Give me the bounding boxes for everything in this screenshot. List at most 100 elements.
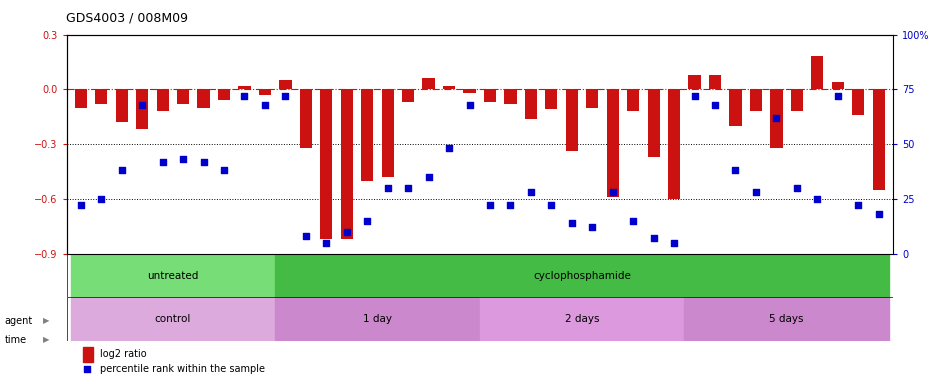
Bar [423, 78, 435, 89]
Point [73, 202, 88, 209]
Bar [136, 89, 148, 129]
Point [442, 146, 457, 152]
Bar [790, 89, 803, 111]
Bar [361, 89, 373, 180]
Point [237, 93, 252, 99]
Bar [648, 89, 660, 157]
Point [339, 228, 354, 235]
Bar [668, 89, 680, 199]
Text: agent: agent [5, 316, 33, 326]
Point [871, 211, 886, 217]
Text: percentile rank within the sample: percentile rank within the sample [100, 364, 264, 374]
Point [155, 159, 170, 165]
Bar [504, 89, 517, 104]
Text: ▶: ▶ [43, 335, 49, 344]
Text: 2 days: 2 days [565, 314, 599, 324]
Bar [709, 75, 721, 89]
Bar [811, 56, 824, 89]
Text: 1 day: 1 day [363, 314, 392, 324]
Bar [524, 89, 537, 119]
Point [543, 202, 559, 209]
Bar [443, 86, 455, 89]
Bar [66, 298, 893, 341]
Point [217, 167, 232, 174]
Bar [750, 89, 762, 111]
Bar [276, 298, 480, 341]
Point [830, 93, 846, 99]
Bar [238, 86, 251, 89]
Point [769, 115, 784, 121]
Point [584, 224, 599, 230]
Bar [480, 298, 684, 341]
Text: 5 days: 5 days [770, 314, 804, 324]
Point [708, 102, 723, 108]
Bar [689, 75, 701, 89]
Point [421, 174, 436, 180]
Text: GDS4003 / 008M09: GDS4003 / 008M09 [66, 12, 188, 25]
Point [401, 185, 416, 191]
Text: untreated: untreated [147, 271, 199, 281]
Point [94, 196, 109, 202]
Bar [402, 89, 414, 102]
Bar [95, 89, 107, 104]
Bar [545, 89, 558, 109]
Bar [198, 89, 210, 108]
Point [728, 167, 743, 174]
Point [80, 366, 95, 372]
Bar [382, 89, 394, 177]
Bar [586, 89, 598, 108]
Point [176, 156, 191, 162]
Bar [872, 89, 884, 190]
Text: time: time [5, 335, 27, 345]
Point [257, 102, 273, 108]
Point [646, 235, 661, 242]
Bar [116, 89, 128, 122]
Text: control: control [155, 314, 191, 324]
Point [298, 233, 314, 239]
Point [789, 185, 805, 191]
Point [483, 202, 498, 209]
Point [749, 189, 764, 195]
Bar [258, 89, 271, 95]
Bar [276, 254, 889, 298]
Bar [157, 89, 169, 111]
Bar [627, 89, 639, 111]
Bar [565, 89, 578, 151]
Bar [852, 89, 864, 115]
Bar [66, 254, 893, 298]
Point [850, 202, 865, 209]
Bar [320, 89, 332, 239]
Bar [464, 89, 476, 93]
Bar [484, 89, 496, 102]
Bar [607, 89, 618, 197]
Bar [770, 89, 783, 148]
Point [114, 167, 129, 174]
Bar [279, 80, 292, 89]
Point [360, 218, 375, 224]
Point [503, 202, 518, 209]
Point [196, 159, 211, 165]
Bar [341, 89, 352, 239]
Point [687, 93, 702, 99]
Bar [218, 89, 230, 100]
Point [277, 93, 293, 99]
Bar [70, 298, 275, 341]
Point [809, 196, 825, 202]
Text: ▶: ▶ [43, 316, 49, 325]
Text: log2 ratio: log2 ratio [100, 349, 146, 359]
Bar [177, 89, 189, 104]
Point [667, 240, 682, 246]
Point [626, 218, 641, 224]
Bar [684, 298, 889, 341]
Point [380, 185, 395, 191]
Point [523, 189, 539, 195]
Bar [730, 89, 742, 126]
Bar [83, 346, 93, 362]
Point [318, 240, 333, 246]
Bar [299, 89, 312, 148]
Point [564, 220, 580, 226]
Bar [75, 89, 87, 108]
Bar [70, 254, 275, 298]
Point [135, 102, 150, 108]
Text: cyclophosphamide: cyclophosphamide [533, 271, 631, 281]
